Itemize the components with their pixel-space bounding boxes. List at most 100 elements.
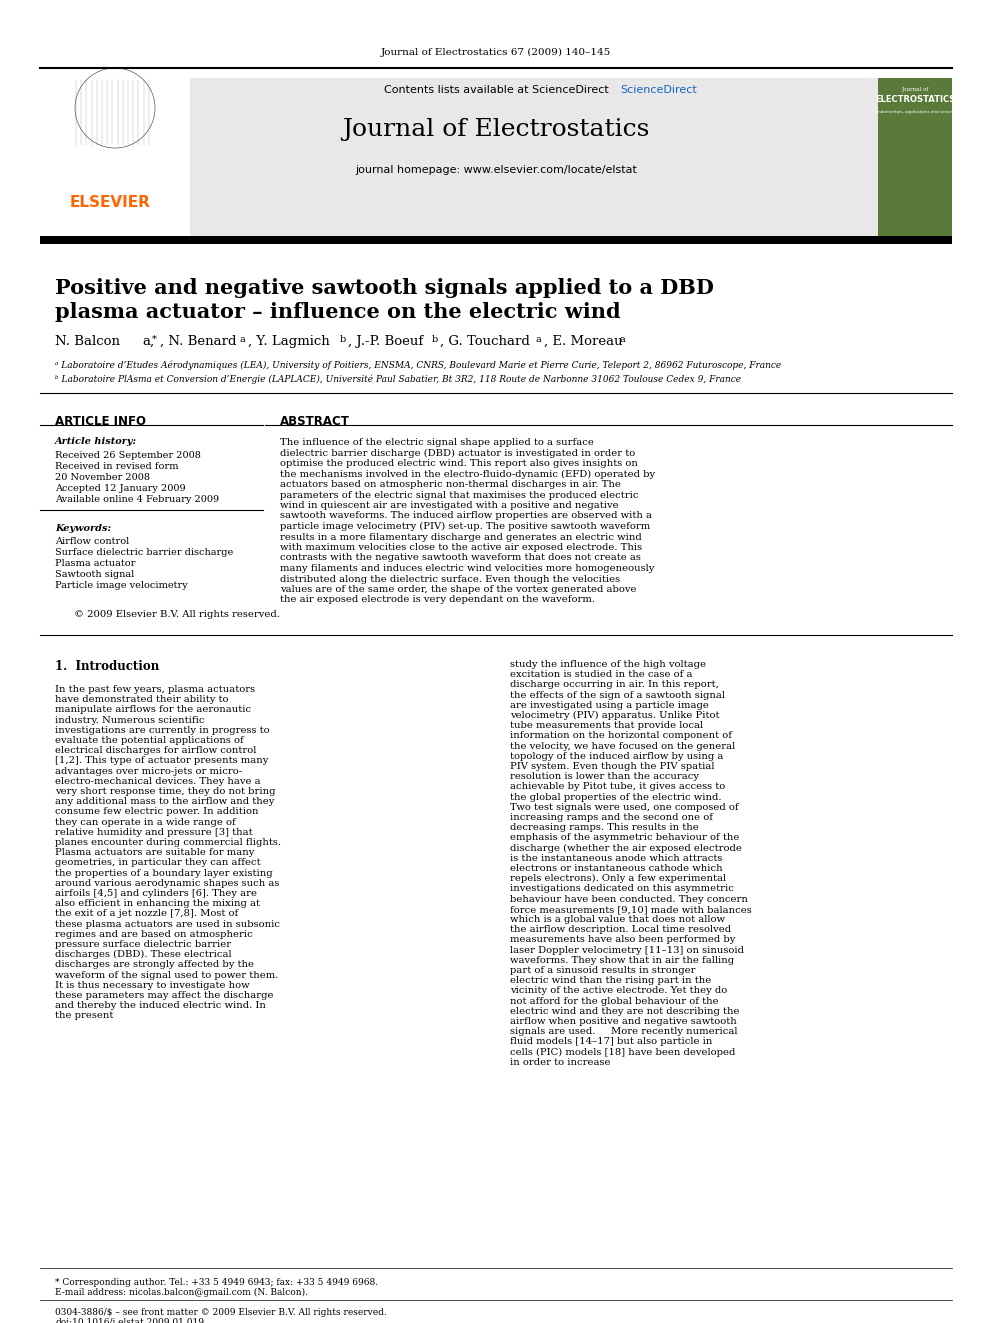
Text: contrasts with the negative sawtooth waveform that does not create as: contrasts with the negative sawtooth wav… xyxy=(280,553,641,562)
Text: repels electrons). Only a few experimental: repels electrons). Only a few experiment… xyxy=(510,875,726,884)
Text: ᵇ Laboratoire PlAsma et Conversion d’Energie (LAPLACE), Université Paul Sabatier: ᵇ Laboratoire PlAsma et Conversion d’Ene… xyxy=(55,374,741,385)
Text: doi:10.1016/j.elstat.2009.01.019: doi:10.1016/j.elstat.2009.01.019 xyxy=(55,1318,204,1323)
Text: fluid models [14–17] but also particle in: fluid models [14–17] but also particle i… xyxy=(510,1037,712,1046)
Text: Available online 4 February 2009: Available online 4 February 2009 xyxy=(55,495,219,504)
Text: electric wind and they are not describing the: electric wind and they are not describin… xyxy=(510,1007,739,1016)
Text: these plasma actuators are used in subsonic: these plasma actuators are used in subso… xyxy=(55,919,280,929)
Text: behaviour have been conducted. They concern: behaviour have been conducted. They conc… xyxy=(510,894,748,904)
Text: tube measurements that provide local: tube measurements that provide local xyxy=(510,721,703,730)
Text: electrical discharges for airflow control: electrical discharges for airflow contro… xyxy=(55,746,256,755)
Text: [1,2]. This type of actuator presents many: [1,2]. This type of actuator presents ma… xyxy=(55,757,269,766)
Text: Article history:: Article history: xyxy=(55,437,137,446)
Text: also efficient in enhancing the mixing at: also efficient in enhancing the mixing a… xyxy=(55,900,260,908)
Text: around various aerodynamic shapes such as: around various aerodynamic shapes such a… xyxy=(55,878,280,888)
Text: relative humidity and pressure [3] that: relative humidity and pressure [3] that xyxy=(55,828,253,837)
Text: airflow when positive and negative sawtooth: airflow when positive and negative sawto… xyxy=(510,1017,737,1027)
Text: , N. Benard: , N. Benard xyxy=(160,335,236,348)
Text: Journal of: Journal of xyxy=(902,87,929,93)
FancyBboxPatch shape xyxy=(40,78,952,239)
Text: industry. Numerous scientific: industry. Numerous scientific xyxy=(55,716,204,725)
Text: measurements have also been performed by: measurements have also been performed by xyxy=(510,935,735,945)
Text: discharges (DBD). These electrical: discharges (DBD). These electrical xyxy=(55,950,231,959)
Text: 20 November 2008: 20 November 2008 xyxy=(55,474,150,482)
Text: ᵃ Laboratoire d’Etudes Aérodynamiques (LEA), University of Poitiers, ENSMA, CNRS: ᵃ Laboratoire d’Etudes Aérodynamiques (L… xyxy=(55,360,782,369)
Text: Positive and negative sawtooth signals applied to a DBD: Positive and negative sawtooth signals a… xyxy=(55,278,714,298)
FancyBboxPatch shape xyxy=(40,235,952,243)
Text: , Y. Lagmich: , Y. Lagmich xyxy=(248,335,329,348)
Text: a: a xyxy=(240,335,246,344)
Text: , E. Moreau: , E. Moreau xyxy=(544,335,623,348)
Text: airfoils [4,5] and cylinders [6]. They are: airfoils [4,5] and cylinders [6]. They a… xyxy=(55,889,257,898)
Text: * Corresponding author. Tel.: +33 5 4949 6943; fax: +33 5 4949 6968.: * Corresponding author. Tel.: +33 5 4949… xyxy=(55,1278,378,1287)
Text: *: * xyxy=(152,335,157,344)
Text: force measurements [9,10] made with balances: force measurements [9,10] made with bala… xyxy=(510,905,752,914)
Text: sawtooth waveforms. The induced airflow properties are observed with a: sawtooth waveforms. The induced airflow … xyxy=(280,512,652,520)
Text: vicinity of the active electrode. Yet they do: vicinity of the active electrode. Yet th… xyxy=(510,987,727,995)
Text: the mechanisms involved in the electro-fluido-dynamic (EFD) operated by: the mechanisms involved in the electro-f… xyxy=(280,470,655,479)
Text: cells (PIC) models [18] have been developed: cells (PIC) models [18] have been develo… xyxy=(510,1048,735,1057)
Text: are investigated using a particle image: are investigated using a particle image xyxy=(510,701,709,710)
Text: any additional mass to the airflow and they: any additional mass to the airflow and t… xyxy=(55,798,275,806)
Text: not afford for the global behaviour of the: not afford for the global behaviour of t… xyxy=(510,996,718,1005)
Text: Accepted 12 January 2009: Accepted 12 January 2009 xyxy=(55,484,186,493)
Text: journal homepage: www.elsevier.com/locate/elstat: journal homepage: www.elsevier.com/locat… xyxy=(355,165,637,175)
Text: a,: a, xyxy=(142,335,154,348)
Text: increasing ramps and the second one of: increasing ramps and the second one of xyxy=(510,814,713,822)
Text: b: b xyxy=(432,335,438,344)
Text: Journal of Electrostatics 67 (2009) 140–145: Journal of Electrostatics 67 (2009) 140–… xyxy=(381,48,611,57)
Text: N. Balcon: N. Balcon xyxy=(55,335,120,348)
Text: velocimetry (PIV) apparatus. Unlike Pitot: velocimetry (PIV) apparatus. Unlike Pito… xyxy=(510,710,719,720)
Text: have demonstrated their ability to: have demonstrated their ability to xyxy=(55,695,228,704)
Text: with maximum velocities close to the active air exposed electrode. This: with maximum velocities close to the act… xyxy=(280,542,642,552)
Text: Plasma actuator: Plasma actuator xyxy=(55,560,135,568)
Text: , J.-P. Boeuf: , J.-P. Boeuf xyxy=(348,335,424,348)
Text: many filaments and induces electric wind velocities more homogeneously: many filaments and induces electric wind… xyxy=(280,564,655,573)
Text: very short response time, they do not bring: very short response time, they do not br… xyxy=(55,787,276,796)
Text: planes encounter during commercial flights.: planes encounter during commercial fligh… xyxy=(55,837,281,847)
Text: part of a sinusoid results in stronger: part of a sinusoid results in stronger xyxy=(510,966,695,975)
Text: results in a more filamentary discharge and generates an electric wind: results in a more filamentary discharge … xyxy=(280,532,642,541)
Text: Received 26 September 2008: Received 26 September 2008 xyxy=(55,451,200,460)
Text: ABSTRACT: ABSTRACT xyxy=(280,415,350,429)
Text: investigations dedicated on this asymmetric: investigations dedicated on this asymmet… xyxy=(510,884,734,893)
Text: particle image velocimetry (PIV) set-up. The positive sawtooth waveform: particle image velocimetry (PIV) set-up.… xyxy=(280,523,650,531)
Text: Sawtooth signal: Sawtooth signal xyxy=(55,570,134,579)
Text: the air exposed electrode is very dependant on the waveform.: the air exposed electrode is very depend… xyxy=(280,595,595,605)
Text: study the influence of the high voltage: study the influence of the high voltage xyxy=(510,660,706,669)
FancyBboxPatch shape xyxy=(40,78,190,239)
Text: geometries, in particular they can affect: geometries, in particular they can affec… xyxy=(55,859,261,868)
Text: discharge occurring in air. In this report,: discharge occurring in air. In this repo… xyxy=(510,680,719,689)
Text: information on the horizontal component of: information on the horizontal component … xyxy=(510,732,732,741)
Text: optimise the produced electric wind. This report also gives insights on: optimise the produced electric wind. Thi… xyxy=(280,459,638,468)
Text: parameters of the electric signal that maximises the produced electric: parameters of the electric signal that m… xyxy=(280,491,639,500)
Text: ELSEVIER: ELSEVIER xyxy=(70,194,151,210)
Text: consume few electric power. In addition: consume few electric power. In addition xyxy=(55,807,259,816)
Text: electrons or instantaneous cathode which: electrons or instantaneous cathode which xyxy=(510,864,722,873)
Text: © 2009 Elsevier B.V. All rights reserved.: © 2009 Elsevier B.V. All rights reserved… xyxy=(74,610,280,619)
Text: laser Doppler velocimetry [11–13] on sinusoid: laser Doppler velocimetry [11–13] on sin… xyxy=(510,946,744,955)
Text: discharges are strongly affected by the: discharges are strongly affected by the xyxy=(55,960,254,970)
Text: ARTICLE INFO: ARTICLE INFO xyxy=(55,415,146,429)
Text: a: a xyxy=(620,335,626,344)
Text: the velocity, we have focused on the general: the velocity, we have focused on the gen… xyxy=(510,742,735,750)
Text: achievable by Pitot tube, it gives access to: achievable by Pitot tube, it gives acces… xyxy=(510,782,725,791)
Text: waveform of the signal used to power them.: waveform of the signal used to power the… xyxy=(55,971,279,979)
Text: 0304-3886/$ – see front matter © 2009 Elsevier B.V. All rights reserved.: 0304-3886/$ – see front matter © 2009 El… xyxy=(55,1308,387,1316)
Text: Particle image velocimetry: Particle image velocimetry xyxy=(55,581,187,590)
Text: Airflow control: Airflow control xyxy=(55,537,129,546)
Text: Two test signals were used, one composed of: Two test signals were used, one composed… xyxy=(510,803,739,812)
Text: values are of the same order, the shape of the vortex generated above: values are of the same order, the shape … xyxy=(280,585,637,594)
Text: Surface dielectric barrier discharge: Surface dielectric barrier discharge xyxy=(55,548,233,557)
Text: It is thus necessary to investigate how: It is thus necessary to investigate how xyxy=(55,980,250,990)
Text: excitation is studied in the case of a: excitation is studied in the case of a xyxy=(510,671,692,679)
Text: resolution is lower than the accuracy: resolution is lower than the accuracy xyxy=(510,773,699,781)
Text: Received in revised form: Received in revised form xyxy=(55,462,179,471)
Text: Journal of Electrostatics: Journal of Electrostatics xyxy=(342,118,650,142)
Text: The influence of the electric signal shape applied to a surface: The influence of the electric signal sha… xyxy=(280,438,594,447)
Text: Keywords:: Keywords: xyxy=(55,524,111,533)
Text: ScienceDirect: ScienceDirect xyxy=(620,85,696,95)
Text: ELECTROSTATICS: ELECTROSTATICS xyxy=(875,95,955,105)
Text: Contents lists available at ScienceDirect: Contents lists available at ScienceDirec… xyxy=(384,85,608,95)
Text: and thereby the induced electric wind. In: and thereby the induced electric wind. I… xyxy=(55,1002,266,1011)
Text: the present: the present xyxy=(55,1011,113,1020)
